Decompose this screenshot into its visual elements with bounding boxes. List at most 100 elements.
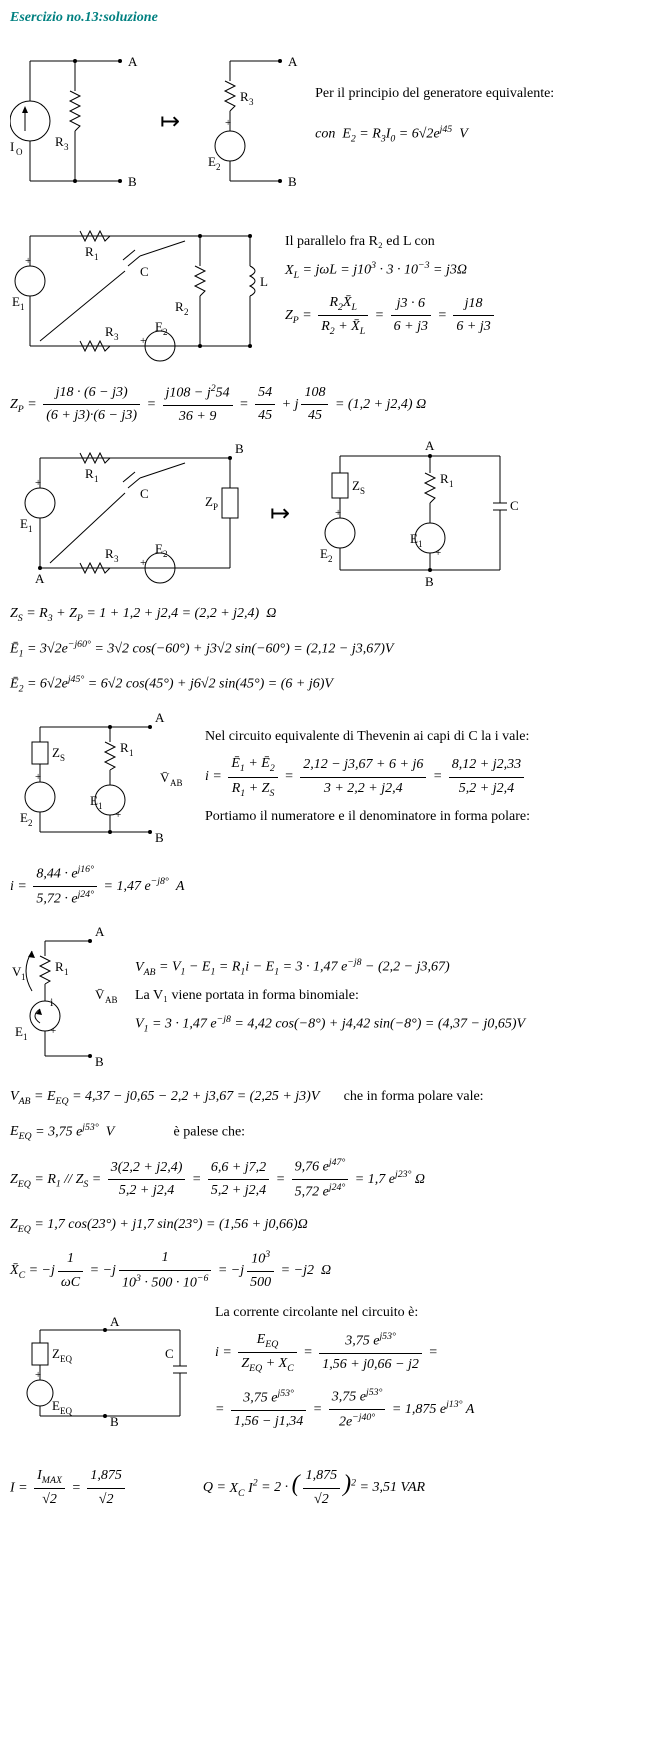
svg-text:B: B [235, 441, 244, 456]
text-current: La corrente circolante nel circuito è: [215, 1305, 666, 1321]
svg-text:E: E [20, 810, 28, 825]
svg-text:L: L [260, 274, 268, 289]
text-thevenin: Nel circuito equivalente di Thevenin ai … [205, 729, 666, 745]
eq-i-polar: i = 8,44 · ej16°5,72 · ej24° = 1,47 e−j8… [10, 862, 666, 911]
row-6: A B ZEQ + EEQ C La corrente circolante n… [10, 1305, 666, 1442]
svg-text:2: 2 [163, 327, 168, 337]
svg-text:EQ: EQ [60, 1354, 72, 1364]
eq-eeq-polar: EEQ = 3,75 ej53° V è palese che: [10, 1120, 666, 1145]
svg-text:AB: AB [105, 995, 118, 1005]
svg-text:E: E [15, 1024, 23, 1039]
svg-text:+: + [35, 1369, 41, 1381]
note-palese: è palese che: [174, 1124, 246, 1139]
svg-text:B: B [128, 174, 137, 189]
text-v1-binomial: La V₁ viene portata in forma binomiale: [135, 988, 666, 1004]
circuit-3b: A B ZS + E2 R1 + E1 C [310, 438, 520, 588]
svg-text:E: E [52, 1398, 60, 1413]
row-1: A IO B R3 ↦ A R3 + E2 B Per il principio… [10, 41, 666, 201]
svg-text:E: E [12, 294, 20, 309]
svg-text:+: + [35, 771, 41, 783]
svg-text:E: E [90, 793, 98, 808]
svg-text:+: + [140, 335, 146, 347]
eq-I: I = IMAX√2 = 1,875√2 [10, 1465, 128, 1512]
svg-text:B: B [425, 574, 434, 588]
svg-text:R: R [175, 299, 184, 314]
svg-text:R: R [55, 134, 64, 149]
eq-e2bar: Ē2 = 6√2ej45° = 6√2 cos(45°) + j6√2 sin(… [10, 672, 666, 697]
circuit-1a: A IO B R3 [10, 41, 140, 201]
svg-text:2: 2 [328, 554, 333, 564]
eq-i-final2: = 3,75 ej53°1,56 − j1,34 = 3,75 ej53°2e−… [215, 1385, 666, 1434]
svg-text:R: R [105, 324, 114, 339]
svg-text:1: 1 [94, 252, 99, 262]
svg-text:I: I [10, 139, 14, 154]
svg-text:E: E [208, 154, 216, 169]
row-4: A B ZS + E2 R1 + E1 V̄AB Nel circuito eq… [10, 707, 666, 847]
svg-text:1: 1 [23, 1032, 28, 1042]
eq-Q: Q = XC I2 = 2 · (1,875√2)2 = 3,51 VAR [203, 1465, 425, 1511]
eq-zp-full: ZP = j18 · (6 − j3)(6 + j3)·(6 − j3) = j… [10, 381, 666, 428]
svg-text:A: A [155, 710, 165, 725]
svg-text:2: 2 [216, 162, 221, 172]
text-con: con [315, 127, 335, 142]
svg-text:1: 1 [94, 474, 99, 484]
row-5: A B R1 + E1 V1 i V̄AB VAB = V1 − E1 = R1… [10, 921, 666, 1071]
svg-text:B: B [155, 830, 164, 845]
svg-text:+: + [225, 117, 231, 129]
svg-text:C: C [140, 486, 149, 501]
svg-text:R: R [440, 471, 449, 486]
row-final: I = IMAX√2 = 1,875√2 Q = XC I2 = 2 · (1,… [10, 1457, 666, 1520]
svg-text:B: B [95, 1054, 104, 1069]
svg-text:E: E [410, 531, 418, 546]
svg-text:R: R [55, 959, 64, 974]
text-parallel: Il parallelo fra R₂ ed L con [285, 234, 666, 250]
svg-text:+: + [115, 809, 121, 821]
svg-text:EQ: EQ [60, 1406, 72, 1416]
svg-text:3: 3 [114, 554, 119, 564]
svg-text:1: 1 [20, 302, 25, 312]
circuit-6: A B ZEQ + EEQ C [10, 1308, 200, 1438]
svg-text:2: 2 [28, 818, 33, 828]
svg-text:+: + [435, 547, 441, 559]
svg-text:C: C [510, 498, 519, 513]
svg-text:A: A [128, 54, 138, 69]
svg-text:2: 2 [163, 549, 168, 559]
svg-text:AB: AB [170, 778, 183, 788]
eq-i-thev: i = Ē1 + Ē2R1 + ZS = 2,12 − j3,67 + 6 + … [205, 753, 666, 801]
row-2: + E1 R1 R3 + E2 C R2 L Il parallelo fra … [10, 216, 666, 366]
svg-text:+: + [25, 255, 31, 267]
page-title: Esercizio no.13:soluzione [10, 10, 666, 26]
svg-text:Z: Z [52, 745, 60, 760]
svg-text:1: 1 [64, 967, 69, 977]
svg-text:+: + [50, 1025, 56, 1037]
svg-text:B: B [288, 174, 297, 189]
svg-text:V̄: V̄ [95, 987, 105, 1002]
svg-text:V̄: V̄ [160, 770, 170, 785]
svg-text:1: 1 [129, 748, 134, 758]
eq-vab-step1: VAB = V1 − E1 = R1i − E1 = 3 · 1,47 e−j8… [135, 955, 666, 980]
svg-text:1: 1 [449, 479, 454, 489]
svg-text:R: R [105, 546, 114, 561]
svg-text:1: 1 [28, 524, 33, 534]
svg-text:3: 3 [64, 142, 69, 152]
svg-text:E: E [320, 546, 328, 561]
svg-text:A: A [288, 54, 298, 69]
eq-e1bar: Ē1 = 3√2e−j60° = 3√2 cos(−60°) + j3√2 si… [10, 637, 666, 662]
text-gen-equiv: Per il principio del generatore equivale… [315, 86, 666, 102]
svg-text:A: A [95, 924, 105, 939]
svg-text:C: C [140, 264, 149, 279]
svg-text:R: R [85, 244, 94, 259]
svg-text:C: C [165, 1346, 174, 1361]
svg-text:S: S [60, 753, 65, 763]
eq-i-final1: i = EEQZEQ + XC = 3,75 ej53°1,56 + j0,66… [215, 1329, 666, 1377]
eq-vab-eeq: VAB = EEQ = 4,37 − j0,65 − 2,2 + j3,67 =… [10, 1086, 666, 1109]
svg-text:1: 1 [418, 539, 423, 549]
svg-text:i: i [50, 995, 54, 1009]
svg-text:R: R [120, 740, 129, 755]
text-polar-form: Portiamo il numeratore e il denominatore… [205, 809, 666, 825]
eq-v1: V1 = 3 · 1,47 e−j8 = 4,42 cos(−8°) + j4,… [135, 1012, 666, 1037]
svg-text:E: E [155, 319, 163, 334]
circuit-2: + E1 R1 R3 + E2 C R2 L [10, 216, 270, 366]
eq-zp-short: ZP = R2X̄LR2 + X̄L = j3 · 66 + j3 = j186… [285, 292, 666, 340]
note-polar: che in forma polare vale: [344, 1089, 484, 1104]
